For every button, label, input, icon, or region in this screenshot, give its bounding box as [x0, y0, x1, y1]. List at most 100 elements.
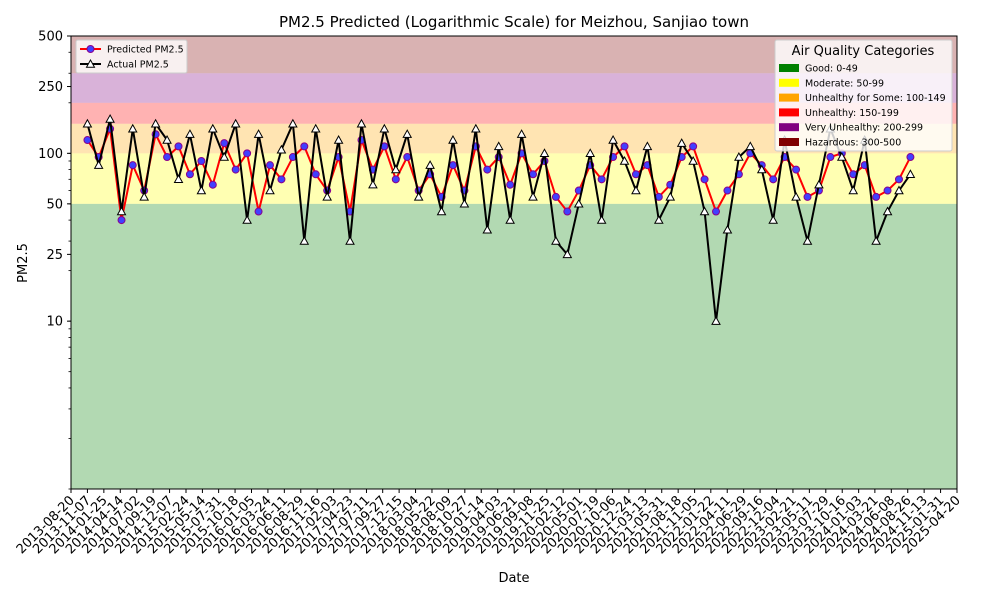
actual-point	[722, 224, 733, 234]
predicted-point	[631, 170, 640, 179]
y-tick-label: 100	[38, 147, 63, 162]
actual-point	[585, 148, 596, 158]
predicted-point	[117, 216, 126, 225]
actual-point	[390, 164, 401, 174]
y-tick-label: 250	[38, 80, 63, 95]
actual-point	[219, 152, 230, 161]
predicted-point	[185, 170, 194, 179]
actual-point	[528, 191, 538, 201]
actual-point	[333, 134, 344, 144]
predicted-point	[563, 207, 572, 216]
actual-point	[756, 164, 767, 174]
actual-point	[299, 236, 310, 245]
actual-point	[699, 206, 710, 216]
aqi-legend-swatch	[779, 64, 799, 72]
predicted-point	[712, 207, 721, 216]
predicted-point	[197, 156, 206, 165]
predicted-point	[300, 142, 309, 151]
aqi-legend-label: Very Unhealthy: 200-299	[805, 123, 923, 134]
predicted-point	[769, 175, 778, 184]
aqi-legend-swatch	[779, 123, 799, 132]
predicted-point	[243, 149, 252, 158]
actual-point	[413, 191, 424, 201]
actual-point	[596, 215, 607, 224]
aqi-legend-swatch	[779, 108, 799, 117]
actual-point	[539, 148, 550, 158]
actual-point	[345, 236, 355, 245]
predicted-point	[311, 170, 320, 179]
actual-point	[196, 185, 207, 195]
actual-point	[802, 236, 813, 245]
series-legend-label: Predicted PM2.5	[107, 45, 184, 56]
actual-point	[368, 179, 378, 189]
y-axis: 10 25 50 100 250 500	[38, 30, 71, 490]
actual-point	[551, 236, 561, 245]
actual-point	[162, 134, 172, 144]
actual-point	[516, 129, 527, 138]
actual-point	[127, 123, 138, 133]
y-axis-label: PM2.5	[16, 243, 31, 283]
aqi-legend-box	[774, 39, 953, 152]
actual-point	[482, 224, 493, 234]
actual-point	[230, 118, 241, 128]
predicted-point	[620, 142, 629, 151]
predicted-point	[391, 175, 400, 184]
predicted-point	[872, 192, 881, 201]
predicted-point	[83, 136, 92, 145]
actual-point	[642, 141, 653, 151]
aqi-legend: Air Quality Categories Good: 0-49 Moderate…	[774, 39, 953, 152]
predicted-point	[231, 165, 240, 174]
predicted-point	[208, 180, 217, 189]
actual-point	[448, 134, 458, 144]
actual-point	[459, 198, 470, 208]
predicted-point	[723, 186, 732, 195]
actual-point	[505, 215, 516, 224]
actual-point	[734, 152, 744, 161]
predicted-point	[174, 142, 183, 151]
actual-point	[150, 118, 161, 128]
aqi-band-0	[71, 203, 957, 490]
series-legend-marker	[85, 58, 96, 68]
y-tick-label: 10	[46, 315, 63, 330]
aqi-legend-swatch	[779, 78, 799, 87]
aqi-legend-title: Air Quality Categories	[792, 44, 935, 59]
predicted-point	[483, 165, 492, 174]
predicted-point	[792, 165, 801, 174]
aqi-legend-label: Good: 0-49	[805, 64, 858, 75]
predicted-point	[529, 170, 538, 179]
series-legend-label: Actual PM2.5	[107, 60, 169, 71]
actual-point	[745, 141, 756, 151]
predicted-point	[277, 175, 286, 184]
actual-point	[436, 206, 447, 216]
predicted-point	[403, 153, 412, 162]
actual-point	[814, 179, 824, 189]
actual-point	[768, 215, 779, 224]
x-axis-label: Date	[498, 571, 529, 586]
actual-point	[207, 123, 218, 133]
y-tick-label: 25	[46, 248, 63, 263]
aqi-legend-label: Unhealthy: 150-199	[805, 108, 899, 119]
actual-point	[253, 129, 264, 138]
predicted-point	[128, 161, 137, 170]
actual-point	[322, 191, 333, 201]
actual-point	[276, 144, 287, 154]
actual-point	[379, 123, 390, 133]
predicted-point	[551, 192, 560, 201]
predicted-point	[254, 207, 263, 216]
actual-point	[836, 152, 847, 161]
predicted-point	[163, 153, 172, 162]
actual-point	[665, 191, 676, 201]
predicted-point	[894, 175, 903, 184]
predicted-point	[689, 142, 698, 151]
x-axis: 2013-08-202013-11-072014-01-252014-04-14…	[14, 489, 964, 557]
predicted-point	[448, 161, 457, 170]
actual-point	[470, 123, 481, 133]
series-legend-box	[75, 39, 188, 74]
actual-point	[493, 141, 504, 151]
aqi-legend-label: Moderate: 50-99	[805, 78, 884, 89]
aqi-band-3	[71, 102, 957, 124]
series-legend: Predicted PM2.5 Actual PM2.5	[75, 39, 188, 74]
actual-point	[871, 236, 881, 245]
actual-point	[93, 160, 104, 169]
